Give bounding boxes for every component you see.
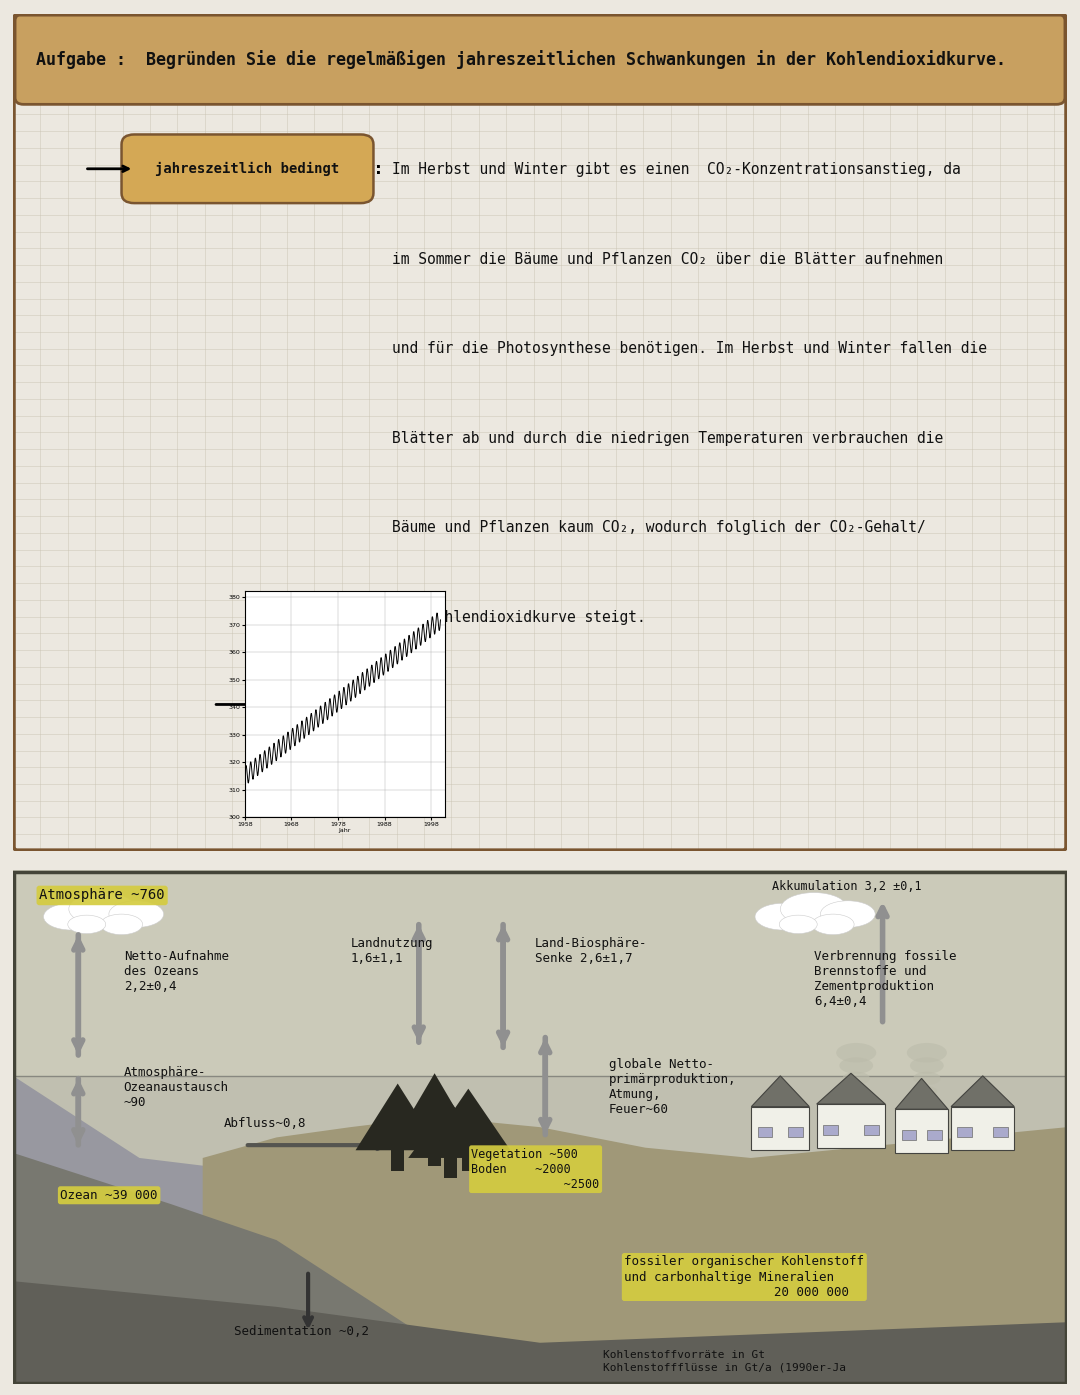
Text: :: : <box>374 160 384 177</box>
Bar <box>752 1106 809 1151</box>
Circle shape <box>821 901 875 928</box>
Text: Atmosphäre-
Ozeanaustausch
~90: Atmosphäre- Ozeanaustausch ~90 <box>123 1066 229 1109</box>
Text: im Sommer die Bäume und Pflanzen CO₂ über die Blätter aufnehmen: im Sommer die Bäume und Pflanzen CO₂ übe… <box>392 251 944 266</box>
Circle shape <box>755 904 810 930</box>
Text: Landnutzung
1,6±1,1: Landnutzung 1,6±1,1 <box>350 937 433 965</box>
X-axis label: Jahr: Jahr <box>339 829 351 833</box>
Polygon shape <box>816 1073 886 1103</box>
Circle shape <box>916 1087 937 1096</box>
Bar <box>994 1127 1008 1137</box>
Circle shape <box>839 1057 873 1074</box>
Text: Netto-Aufnahme
des Ozeans
2,2±0,4: Netto-Aufnahme des Ozeans 2,2±0,4 <box>123 950 229 993</box>
Bar <box>864 1124 879 1136</box>
Bar <box>13 870 1067 1076</box>
Text: globale Netto-
primärproduktion,
Atmung,
Feuer~60: globale Netto- primärproduktion, Atmung,… <box>608 1057 735 1116</box>
Polygon shape <box>895 1078 948 1109</box>
Bar <box>444 1155 457 1179</box>
Text: Verbrennung fossile
Brennstoffe und
Zementproduktion
6,4±0,4: Verbrennung fossile Brennstoffe und Zeme… <box>814 950 957 1009</box>
Circle shape <box>914 1071 941 1085</box>
Text: die Kohlendioxidkurve steigt.: die Kohlendioxidkurve steigt. <box>392 610 646 625</box>
Bar <box>462 1148 474 1170</box>
Bar <box>429 1143 441 1166</box>
Bar <box>823 1124 838 1136</box>
Bar <box>788 1127 804 1137</box>
Text: Bäume und Pflanzen kaum CO₂, wodurch folglich der CO₂-Gehalt/: Bäume und Pflanzen kaum CO₂, wodurch fol… <box>392 520 927 536</box>
Text: Im Herbst und Winter gibt es einen  CO₂-Konzentrationsanstieg, da: Im Herbst und Winter gibt es einen CO₂-K… <box>392 162 961 177</box>
Text: fossiler organischer Kohlenstoff
und carbonhaltige Mineralien
                  : fossiler organischer Kohlenstoff und car… <box>624 1256 864 1299</box>
Text: jahreszeitlich bedingt: jahreszeitlich bedingt <box>156 162 339 176</box>
Bar <box>758 1127 772 1137</box>
Text: Kohlenstoffvorräte in Gt
Kohlenstoffflüsse in Gt/a (1990er-Ja: Kohlenstoffvorräte in Gt Kohlenstoffflüs… <box>604 1350 847 1373</box>
Polygon shape <box>13 1152 434 1384</box>
Circle shape <box>842 1071 869 1085</box>
Text: Blätter ab und durch die niedrigen Temperaturen verbrauchen die: Blätter ab und durch die niedrigen Tempe… <box>392 431 944 446</box>
Bar <box>895 1109 948 1152</box>
Text: und für die Photosynthese benötigen. Im Herbst und Winter fallen die: und für die Photosynthese benötigen. Im … <box>392 342 987 356</box>
Circle shape <box>43 904 98 930</box>
Polygon shape <box>203 1117 1067 1384</box>
Polygon shape <box>752 1076 809 1106</box>
Circle shape <box>846 1087 867 1096</box>
Polygon shape <box>951 1076 1014 1106</box>
Bar <box>951 1106 1014 1151</box>
Text: Abfluss~0,8: Abfluss~0,8 <box>224 1117 307 1130</box>
Polygon shape <box>392 1073 476 1145</box>
Circle shape <box>69 893 136 925</box>
Circle shape <box>781 893 848 925</box>
Circle shape <box>109 901 164 928</box>
Circle shape <box>907 1043 947 1063</box>
Polygon shape <box>13 1281 1067 1384</box>
Text: Vegetation ~500
Boden    ~2000
             ~2500: Vegetation ~500 Boden ~2000 ~2500 <box>472 1148 599 1191</box>
Circle shape <box>812 914 854 935</box>
Text: Sedimentation ~0,2: Sedimentation ~0,2 <box>234 1325 369 1338</box>
FancyBboxPatch shape <box>122 134 374 204</box>
Text: Atmosphäre ~760: Atmosphäre ~760 <box>39 889 165 903</box>
Circle shape <box>780 915 818 933</box>
Polygon shape <box>355 1084 440 1151</box>
Polygon shape <box>408 1102 492 1158</box>
Text: Land-Biosphäre-
Senke 2,6±1,7: Land-Biosphäre- Senke 2,6±1,7 <box>535 937 647 965</box>
Text: Ozean ~39 000: Ozean ~39 000 <box>60 1189 158 1201</box>
Polygon shape <box>13 1076 414 1384</box>
Bar <box>391 1148 404 1170</box>
Polygon shape <box>427 1088 511 1151</box>
Text: Aufgabe :  Begründen Sie die regelmäßigen jahreszeitlichen Schwankungen in der K: Aufgabe : Begründen Sie die regelmäßigen… <box>36 50 1007 68</box>
FancyBboxPatch shape <box>15 14 1065 105</box>
Circle shape <box>100 914 143 935</box>
Bar <box>957 1127 972 1137</box>
Bar <box>816 1103 886 1148</box>
Bar <box>927 1130 942 1140</box>
Bar <box>902 1130 916 1140</box>
Text: Akkumulation 3,2 ±0,1: Akkumulation 3,2 ±0,1 <box>772 880 921 893</box>
Circle shape <box>68 915 106 933</box>
Circle shape <box>836 1043 876 1063</box>
Circle shape <box>910 1057 944 1074</box>
